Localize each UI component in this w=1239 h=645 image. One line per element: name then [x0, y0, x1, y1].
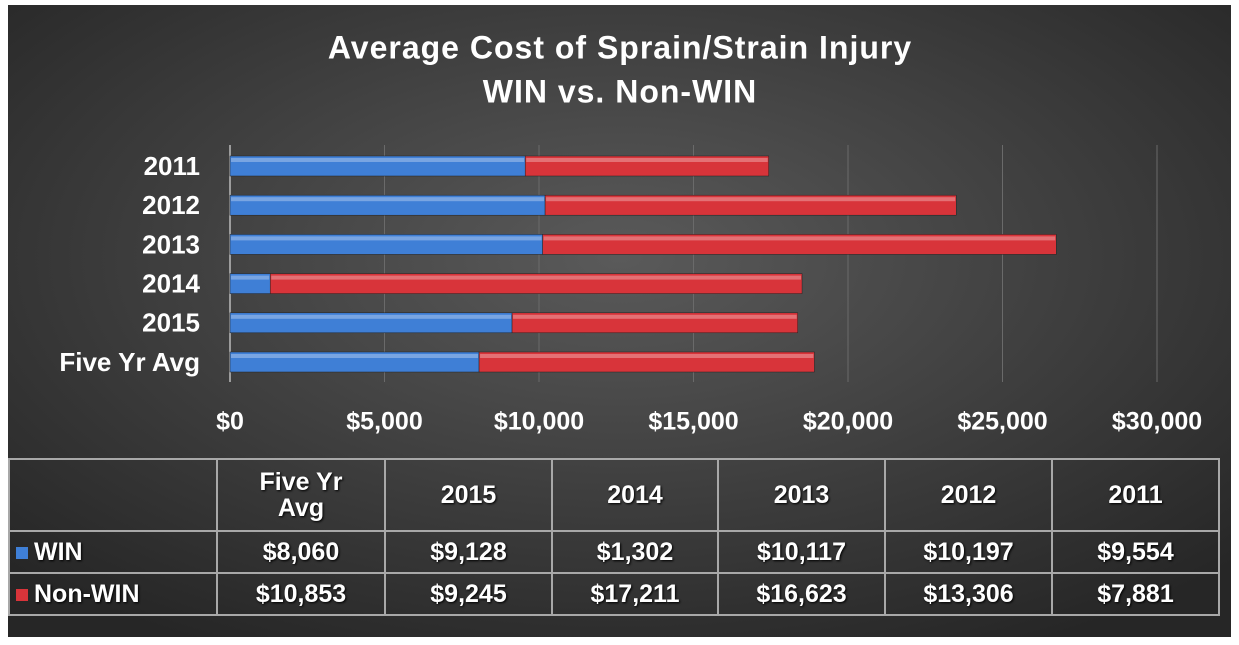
table-value-cell: $13,306 — [884, 572, 1053, 616]
bar-highlight — [231, 354, 479, 358]
y-tick-label: 2012 — [142, 190, 200, 220]
table-value-cell: $8,060 — [216, 530, 386, 574]
chart-title: Average Cost of Sprain/Strain Injury — [328, 29, 912, 65]
table-value-cell: $9,245 — [384, 572, 553, 616]
y-tick-label: 2014 — [142, 268, 200, 298]
bar-highlight — [543, 236, 1056, 241]
bar — [478, 351, 815, 373]
table-value-cell: $10,117 — [717, 530, 886, 574]
table-header-cell: 2015 — [384, 458, 553, 532]
table-value-cell: $9,128 — [384, 530, 553, 574]
x-tick-label: $0 — [216, 408, 244, 436]
table-header-cell: 2014 — [551, 458, 719, 532]
bar-highlight — [513, 314, 797, 319]
bar — [544, 194, 957, 216]
bar-highlight — [271, 275, 802, 280]
bar-highlight — [480, 354, 814, 358]
table-value-cell: $17,211 — [551, 572, 719, 616]
x-tick-label: $30,000 — [1112, 408, 1202, 436]
table-header-cell: 2011 — [1051, 458, 1220, 532]
table-row: WIN $8,060 $9,128 $1,302 $10,117 $10,197 $9,55… — [8, 530, 1220, 574]
x-tick-label: $15,000 — [648, 408, 738, 436]
table-header-cell: Five Yr Avg — [216, 458, 386, 532]
table-value-cell: $16,623 — [717, 572, 886, 616]
chart-subtitle: WIN vs. Non-WIN — [483, 73, 758, 109]
table-series-cell: WIN — [8, 530, 218, 574]
bar-highlight — [526, 158, 768, 162]
bar — [542, 234, 1057, 255]
bar-highlight — [231, 236, 542, 241]
bar-highlight — [231, 275, 270, 280]
table-row: Non-WIN $10,853 $9,245 $17,211 $16,623 $13,30… — [8, 572, 1220, 616]
table-value-cell: $7,881 — [1051, 572, 1220, 616]
legend-label: WIN — [34, 537, 83, 566]
bar-highlight — [231, 314, 512, 319]
bar-highlight — [231, 158, 525, 162]
legend-key — [16, 588, 28, 601]
table-value-cell: $10,853 — [216, 572, 386, 616]
bar-highlight — [231, 197, 545, 202]
bar-highlight — [546, 197, 956, 202]
table-header-cell: 2013 — [717, 458, 886, 532]
table-header-cell: 2012 — [884, 458, 1053, 532]
y-tick-label: Five Yr Avg — [59, 347, 200, 377]
x-tick-label: $10,000 — [494, 408, 584, 436]
table-corner — [8, 458, 218, 532]
bar — [269, 273, 803, 294]
y-tick-label: 2011 — [144, 151, 200, 181]
bar — [511, 312, 798, 334]
table-value-cell: $9,554 — [1051, 530, 1220, 574]
legend-label: Non-WIN — [34, 579, 140, 608]
table-header-row: Five Yr Avg 2015 2014 2013 2012 2011 — [8, 458, 1220, 532]
table-series-cell: Non-WIN — [8, 572, 218, 616]
data-table: Five Yr Avg 2015 2014 2013 2012 2011 WIN $8,060… — [8, 458, 1220, 616]
x-tick-label: $5,000 — [346, 408, 422, 436]
table-value-cell: $10,197 — [884, 530, 1053, 574]
table-value-cell: $1,302 — [551, 530, 719, 574]
legend-key — [16, 546, 28, 559]
y-tick-label: 2015 — [142, 308, 200, 338]
bar — [524, 155, 769, 177]
x-tick-label: $20,000 — [803, 408, 893, 436]
y-tick-label: 2013 — [142, 229, 200, 259]
x-tick-label: $25,000 — [957, 408, 1047, 436]
